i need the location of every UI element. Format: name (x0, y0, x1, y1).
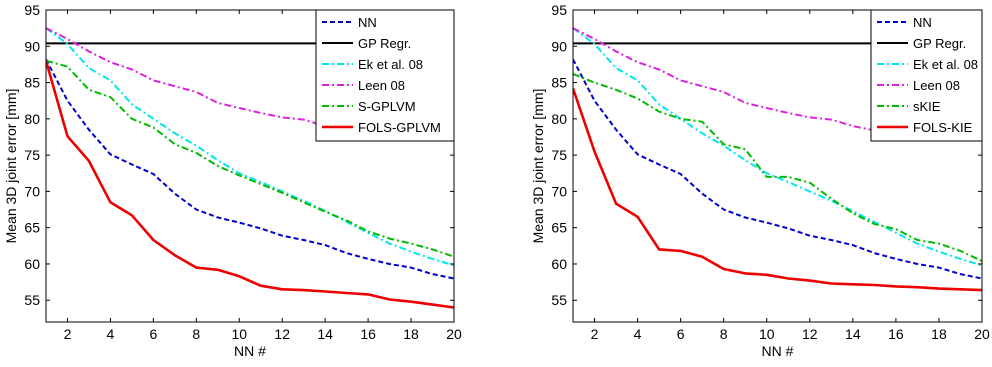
series-line-0 (46, 58, 454, 280)
x-tick-label: 10 (759, 326, 775, 342)
series-line-0 (573, 58, 982, 280)
x-axis-label: NN # (234, 343, 266, 359)
x-tick-label: 18 (931, 326, 947, 342)
x-tick-label: 2 (591, 326, 599, 342)
y-tick-label: 80 (551, 111, 567, 127)
x-axis-label: NN # (762, 343, 794, 359)
series-line-2 (573, 27, 982, 267)
y-tick-label: 75 (551, 147, 567, 163)
y-tick-label: 70 (551, 183, 567, 199)
x-tick-label: 6 (677, 326, 685, 342)
x-tick-label: 18 (403, 326, 419, 342)
x-tick-label: 12 (274, 326, 290, 342)
y-tick-label: 80 (24, 111, 40, 127)
legend-label: NN (913, 15, 932, 30)
y-tick-label: 85 (24, 75, 40, 91)
legend: NN GP Regr. Ek et al. 08 Leen 08 sKIE FOLS-KI… (870, 9, 983, 142)
x-tick-label: 16 (360, 326, 376, 342)
y-tick-label: 65 (24, 220, 40, 236)
y-tick-label: 55 (24, 292, 40, 308)
y-tick-label: 90 (24, 38, 40, 54)
y-tick-label: 55 (551, 292, 567, 308)
chart-1: 2 4 6 8 10 12 14 16 18 20 55 60 65 70 75 80 85 90 95 NN # Me… (3, 2, 462, 359)
axes-box (45, 9, 455, 323)
series-line-2 (46, 27, 454, 267)
y-tick-label: 95 (24, 2, 40, 18)
y-tick-label: 60 (551, 256, 567, 272)
x-tick-label: 12 (802, 326, 818, 342)
legend-label: Leen 08 (358, 78, 405, 93)
legend-label: GP Regr. (358, 36, 411, 51)
legend-label: S-GPLVM (358, 99, 416, 114)
legend-label: Leen 08 (913, 78, 960, 93)
legend-box (870, 9, 983, 142)
x-tick-label: 20 (446, 326, 462, 342)
x-tick-label: 2 (64, 326, 72, 342)
x-tick-label: 10 (231, 326, 247, 342)
y-axis-label: Mean 3D joint error [mm] (530, 89, 546, 244)
legend-label: FOLS-KIE (913, 120, 973, 135)
x-tick-label: 4 (634, 326, 642, 342)
x-tick-label: 14 (845, 326, 861, 342)
y-tick-label: 60 (24, 256, 40, 272)
x-tick-label: 8 (720, 326, 728, 342)
y-tick-label: 95 (551, 2, 567, 18)
x-tick-label: 20 (974, 326, 990, 342)
series-line-5 (573, 87, 982, 292)
legend-label: GP Regr. (913, 36, 966, 51)
x-tick-label: 8 (192, 326, 200, 342)
axes-box (572, 9, 983, 323)
series-line-5 (46, 60, 454, 309)
series-line-3 (46, 27, 454, 142)
x-tick-label: 4 (107, 326, 115, 342)
y-tick-label: 85 (551, 75, 567, 91)
legend-label: Ek et al. 08 (913, 57, 978, 72)
legend-label: Ek et al. 08 (358, 57, 423, 72)
legend-label: FOLS-GPLVM (358, 120, 441, 135)
x-tick-label: 16 (888, 326, 904, 342)
legend-label: NN (358, 15, 377, 30)
legend-box (315, 9, 455, 142)
y-axis-label: Mean 3D joint error [mm] (3, 89, 19, 244)
y-tick-label: 90 (551, 38, 567, 54)
chart-2: 2 4 6 8 10 12 14 16 18 20 55 60 65 70 75 80 85 90 95 NN # Me… (530, 2, 990, 359)
y-tick-label: 65 (551, 220, 567, 236)
legend-label: sKIE (913, 99, 941, 114)
x-tick-label: 6 (149, 326, 157, 342)
x-tick-label: 14 (317, 326, 333, 342)
y-tick-label: 75 (24, 147, 40, 163)
y-tick-label: 70 (24, 183, 40, 199)
series-line-4 (46, 59, 454, 258)
legend: NN GP Regr. Ek et al. 08 Leen 08 S-GPLVM FOLS… (315, 9, 455, 142)
